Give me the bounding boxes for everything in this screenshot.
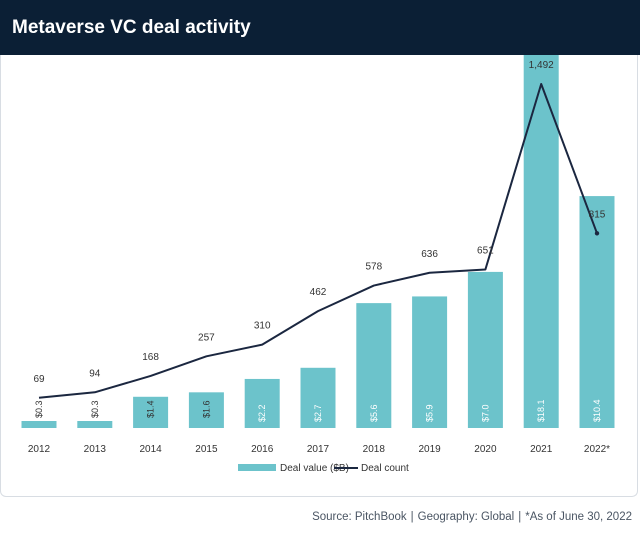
bar-2012 [21,421,57,428]
deal-count-label: 69 [33,374,45,385]
bar-value-label: $1.6 [201,400,211,418]
deal-count-label: 636 [421,249,438,260]
bar-value-label: $18.1 [536,399,546,422]
chart-header: Metaverse VC deal activity [0,0,640,55]
bar-value-label: $2.7 [313,404,323,422]
legend-bar-swatch [238,464,276,471]
deal-count-label: 257 [198,332,215,343]
bar-value-label: $5.6 [369,404,379,422]
bar-2013 [77,421,113,428]
x-tick-label: 2017 [307,444,330,455]
bar-value-label: $5.9 [425,404,435,422]
chart-footer: Source: PitchBook | Geography: Global | *As … [312,511,632,523]
bar-2017 [300,367,336,428]
x-tick-label: 2020 [474,444,497,455]
x-tick-label: 2012 [28,444,51,455]
x-tick-label: 2016 [251,444,274,455]
deal-count-label: 168 [142,352,159,363]
bar-value-label: $0.3 [90,400,100,418]
bar-2015 [188,392,224,428]
deal-count-line [38,83,598,399]
footnote-text: *As of June 30, 2022 [525,511,632,523]
deal-count-marker [594,231,600,236]
x-tick-label: 2021 [530,444,553,455]
x-tick-label: 2013 [84,444,107,455]
deal-count-label: 462 [310,287,327,298]
source-text: Source: PitchBook [312,511,407,523]
footer-separator: | [518,511,522,523]
deal-count-label: 815 [589,209,606,220]
x-tick-label: 2015 [195,444,218,455]
legend-line-label: Deal count [361,463,409,474]
deal-count-label: 578 [365,262,382,273]
bar-value-label: $1.4 [146,400,156,418]
x-tick-label: 2014 [139,444,162,455]
geography-text: Geography: Global [417,511,515,523]
bar-2016 [244,378,280,428]
bar-2019 [412,296,448,428]
bar-value-label: $0.3 [34,400,44,418]
legend-bar-label: Deal value ($B) [280,463,349,474]
bar-2014 [133,396,169,428]
deal-count-label: 1,492 [529,60,554,71]
deal-count-label: 651 [477,245,494,256]
bar-value-label: $7.0 [480,404,490,422]
chart-plot: $0.3 $0.3 $1.4 $1.6 $2.2 $2.7 $5.6 $5.9 $7.0 $18.… [21,55,615,474]
x-tick-label: 2022* [584,444,610,455]
x-tick-label: 2018 [363,444,386,455]
bar-value-label: $2.2 [257,404,267,422]
chart-title: Metaverse VC deal activity [12,17,251,38]
footer-separator: | [410,511,414,523]
bar-value-label: $10.4 [592,399,602,422]
bar-2020 [467,271,503,428]
deal-count-label: 94 [89,368,101,379]
bar-2021 [523,55,559,429]
x-tick-label: 2019 [418,444,441,455]
bar-2018 [356,303,392,428]
deal-count-label: 310 [254,321,271,332]
